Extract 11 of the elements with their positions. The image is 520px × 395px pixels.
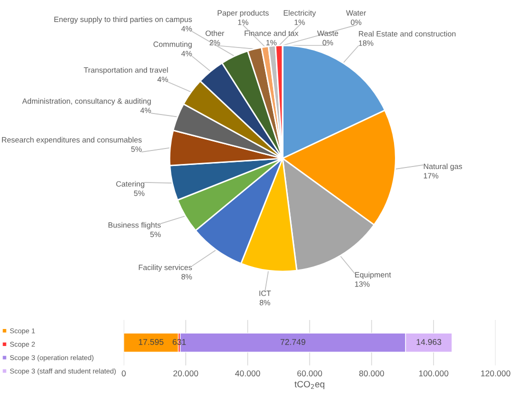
x-tick-label: 60.000	[297, 370, 322, 376]
x-tick-label: 120.000	[481, 370, 510, 376]
data-label: 72.749	[280, 339, 306, 345]
x-tick-label: 100.000	[419, 370, 448, 376]
x-tick-label: 40.000	[235, 370, 260, 376]
x-tick-label: 0	[122, 370, 126, 376]
x-tick-label: 20.000	[173, 370, 198, 376]
x-axis-title: tCO$_{2}$eq	[294, 380, 324, 390]
data-label: 14.963	[416, 339, 442, 345]
x-tick-label: 80.000	[359, 370, 384, 376]
data-label: 17.595	[138, 339, 164, 345]
